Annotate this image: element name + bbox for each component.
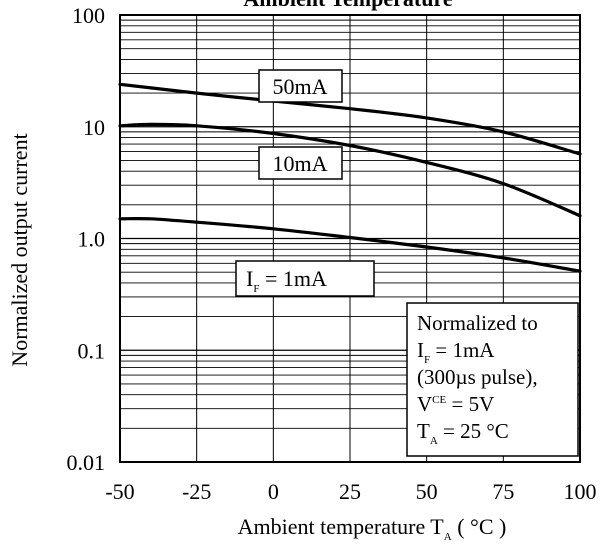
y-axis-title: Normalized output current bbox=[7, 133, 32, 366]
series-label-1ma-main: I bbox=[246, 266, 253, 291]
plot-frame bbox=[119, 14, 581, 463]
x-tick-label: 100 bbox=[564, 479, 597, 504]
annotation-line-4: VCE = 5V bbox=[417, 392, 494, 416]
annotation-line-3: (300µs pulse), bbox=[417, 365, 538, 389]
x-axis-title-main: Ambient temperature T bbox=[238, 514, 445, 539]
annotation-line-4-main: V bbox=[417, 392, 432, 416]
y-tick-label: 0.01 bbox=[67, 450, 106, 475]
x-tick-label: 50 bbox=[416, 479, 438, 504]
annotation-line-1: Normalized to bbox=[417, 311, 538, 335]
annotation-line-5-suffix: = 25 °C bbox=[438, 419, 509, 443]
annotation-line-2-sub: F bbox=[424, 354, 430, 366]
series-label-50ma-text: 50mA bbox=[273, 74, 328, 99]
annotation-line-2-main: I bbox=[417, 338, 424, 362]
x-axis-title: Ambient temperature TA ( °C ) bbox=[238, 514, 507, 543]
series-line-2 bbox=[118, 216, 582, 273]
annotation-line-5-main: T bbox=[417, 419, 430, 443]
y-tick-label: 0.1 bbox=[78, 338, 106, 363]
x-tick-label: -25 bbox=[182, 479, 211, 504]
curves bbox=[118, 82, 582, 273]
x-axis-title-unit: ( °C ) bbox=[452, 514, 507, 539]
x-tick-labels: -50 -25 0 25 50 75 100 bbox=[105, 479, 596, 504]
series-label-1ma-box bbox=[235, 260, 375, 297]
series-label-1ma: IF = 1mA bbox=[235, 260, 375, 297]
chart-title: Ambient Temperature bbox=[243, 0, 452, 11]
series-label-1ma-text: IF = 1mA bbox=[246, 266, 327, 295]
series-label-10ma-box bbox=[258, 146, 343, 180]
y-tick-label: 10 bbox=[83, 115, 105, 140]
series-line-1 bbox=[118, 122, 582, 218]
x-axis-title-sub: A bbox=[444, 531, 452, 543]
annotation-line-4-sub: CE bbox=[432, 394, 446, 406]
x-tick-label: 75 bbox=[492, 479, 514, 504]
series-label-1ma-suffix: = 1mA bbox=[259, 266, 327, 291]
annotation-line-4-suffix: = 5V bbox=[446, 392, 494, 416]
y-tick-labels: 0.01 0.1 1.0 10 100 bbox=[67, 3, 106, 475]
annotation-line-5: TA = 25 °C bbox=[417, 419, 509, 447]
annotation-line-5-sub: A bbox=[430, 435, 438, 447]
series-label-50ma: 50mA bbox=[258, 69, 343, 103]
series-label-10ma: 10mA bbox=[258, 146, 343, 180]
y-tick-label: 1.0 bbox=[78, 227, 106, 252]
annotation-line-2-suffix: = 1mA bbox=[430, 338, 495, 362]
x-tick-label: -50 bbox=[105, 479, 134, 504]
y-tick-label: 100 bbox=[72, 3, 105, 28]
annotation-box-frame bbox=[406, 302, 579, 457]
x-tick-label: 0 bbox=[268, 479, 279, 504]
series-label-50ma-box bbox=[258, 69, 343, 103]
annotation-line-2: IF = 1mA bbox=[417, 338, 495, 366]
series-label-1ma-sub: F bbox=[253, 283, 259, 295]
series-line-0 bbox=[118, 82, 582, 156]
x-tick-label: 25 bbox=[339, 479, 361, 504]
series-label-10ma-text: 10mA bbox=[273, 151, 328, 176]
annotation-box: Normalized to IF = 1mA (300µs pulse), VC… bbox=[406, 302, 579, 457]
